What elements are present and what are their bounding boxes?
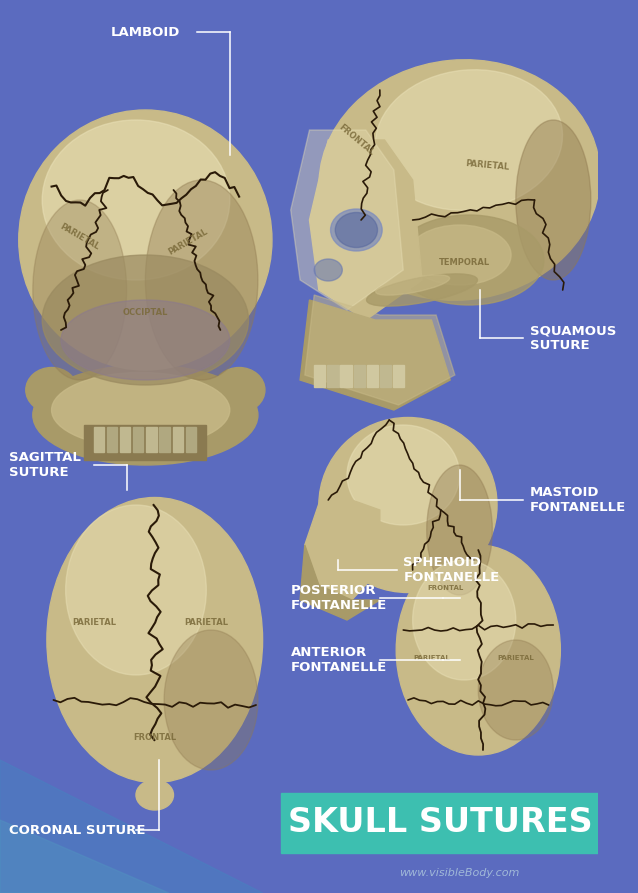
Polygon shape [0,820,169,893]
Polygon shape [309,140,422,320]
Text: SAGITTAL
SUTURE: SAGITTAL SUTURE [10,451,81,479]
Bar [281,793,598,853]
Ellipse shape [478,640,553,740]
Ellipse shape [394,215,544,305]
Ellipse shape [427,465,493,595]
Text: PARIETAL: PARIETAL [465,159,510,172]
Text: SKULL SUTURES: SKULL SUTURES [288,806,592,839]
Bar [367,365,378,387]
Ellipse shape [335,213,378,247]
Bar [353,365,365,387]
Ellipse shape [347,425,459,525]
Ellipse shape [330,209,382,251]
Polygon shape [0,760,263,893]
Ellipse shape [47,497,263,782]
Text: PARIETAL: PARIETAL [413,655,450,661]
Polygon shape [300,545,380,620]
Text: ANTERIOR
FONTANELLE: ANTERIOR FONTANELLE [291,646,387,674]
Bar [146,427,156,452]
Ellipse shape [375,70,563,210]
Ellipse shape [145,180,258,380]
Text: POSTERIOR
FONTANELLE: POSTERIOR FONTANELLE [291,584,387,612]
Ellipse shape [42,255,249,385]
Bar [120,427,130,452]
Text: PARIETAL: PARIETAL [72,618,115,627]
Bar [393,365,404,387]
Text: PARIETAL: PARIETAL [167,227,209,257]
Bar [172,427,183,452]
Bar [160,427,170,452]
Ellipse shape [66,505,206,675]
Ellipse shape [314,259,343,281]
Bar [327,365,339,387]
Text: CORONAL SUTURE: CORONAL SUTURE [10,823,146,837]
Polygon shape [305,490,380,600]
Ellipse shape [33,365,258,465]
Bar [186,427,196,452]
Bar [84,425,206,460]
Text: PARIETAL: PARIETAL [59,222,101,252]
Text: PARIETAL: PARIETAL [498,655,534,661]
Polygon shape [291,130,403,310]
Text: OCCIPTAL: OCCIPTAL [122,308,168,317]
Ellipse shape [367,274,477,306]
Bar [133,427,144,452]
Text: MASTOID
FONTANELLE: MASTOID FONTANELLE [530,486,626,514]
Text: FRONTAL: FRONTAL [427,585,464,591]
Bar [341,365,352,387]
Ellipse shape [164,630,258,770]
Ellipse shape [42,120,230,280]
Ellipse shape [413,560,516,680]
Ellipse shape [136,780,174,810]
Text: FRONTAL: FRONTAL [337,122,376,157]
Ellipse shape [408,225,511,285]
Text: FRONTAL: FRONTAL [133,733,176,742]
Ellipse shape [52,372,230,447]
Ellipse shape [61,300,230,380]
Ellipse shape [19,110,272,370]
Ellipse shape [33,200,126,380]
Ellipse shape [376,275,450,296]
Text: SQUAMOUS
SUTURE: SQUAMOUS SUTURE [530,324,616,352]
Polygon shape [305,295,455,405]
Text: www.visibleBody.com: www.visibleBody.com [399,868,520,878]
Bar [107,427,117,452]
Text: TEMPORAL: TEMPORAL [439,258,490,267]
Ellipse shape [319,418,497,592]
Text: LAMBOID: LAMBOID [110,26,180,38]
Ellipse shape [396,545,560,755]
Ellipse shape [516,120,591,280]
Polygon shape [300,300,450,410]
Bar [94,427,104,452]
Bar [314,365,325,387]
Bar [380,365,391,387]
Text: PARIETAL: PARIETAL [184,618,228,627]
Text: SPHENOID
FONTANELLE: SPHENOID FONTANELLE [403,556,500,584]
Ellipse shape [213,368,265,413]
Ellipse shape [26,368,77,413]
Ellipse shape [319,60,600,300]
